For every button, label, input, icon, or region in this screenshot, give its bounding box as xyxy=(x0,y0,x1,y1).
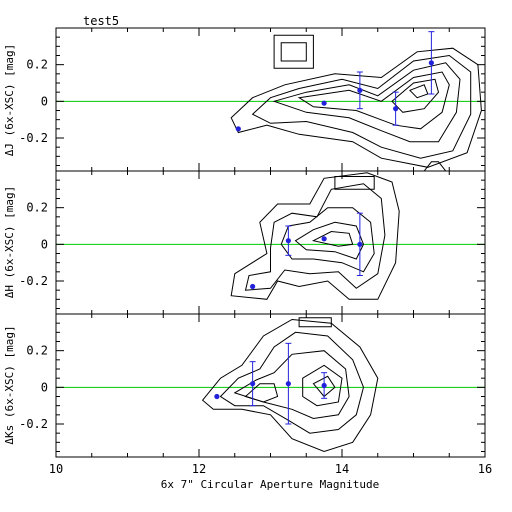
contour-line-5 xyxy=(311,230,354,247)
data-point-1 xyxy=(235,126,241,132)
contour-line-5 xyxy=(391,78,440,113)
y-axis-title-delta-ks: ΔKs (6x-XSC) [mag] xyxy=(3,325,16,444)
contour-line-2 xyxy=(244,183,386,291)
contour-line-6 xyxy=(334,176,375,190)
y-tick-label: 0.2 xyxy=(26,201,48,215)
contour-line-6 xyxy=(409,84,429,99)
data-point-2 xyxy=(321,100,327,106)
panel-delta-ks: 0.2 0 -0.2 xyxy=(19,313,486,458)
data-point-3 xyxy=(357,87,363,93)
y-tick-label: -0.2 xyxy=(19,274,48,288)
y-tick-label: 0.2 xyxy=(26,58,48,72)
contour-line-5 xyxy=(302,364,343,407)
contour-line-4 xyxy=(294,221,365,260)
data-point-4 xyxy=(321,382,327,389)
y-tick-label: 0 xyxy=(41,94,48,108)
panel-delta-h: 0.2 0 -0.2 xyxy=(19,170,486,315)
x-tick-labels: 10 12 14 16 xyxy=(49,462,492,476)
contour-line-1 xyxy=(201,318,379,453)
y-tick-label: 0.2 xyxy=(26,344,48,358)
panel-delta-j: 0.2 0 -0.2 xyxy=(19,27,486,172)
contour-line-2 xyxy=(219,331,365,434)
x-tick-label: 14 xyxy=(335,462,349,476)
contour-line-7 xyxy=(273,34,314,69)
contour-line-6 xyxy=(312,375,336,398)
data-point-2 xyxy=(285,238,291,244)
y-axis-title-delta-h: ΔH (6x-XSC) [mag] xyxy=(3,186,16,299)
data-point-5 xyxy=(428,60,434,66)
contour-line-4 xyxy=(244,383,279,403)
contour-line-1 xyxy=(230,172,400,300)
x-axis-title: 6x 7" Circular Aperture Magnitude xyxy=(161,478,380,491)
contour-line-2 xyxy=(251,54,472,159)
contour-line-3 xyxy=(233,350,350,420)
contour-line-8 xyxy=(280,42,307,62)
data-point-1 xyxy=(250,283,256,290)
contour-line-4 xyxy=(297,71,450,130)
contour-line-3 xyxy=(280,207,375,273)
y-axis-title-delta-j: ΔJ (6x-XSC) [mag] xyxy=(3,44,16,157)
data-point-4 xyxy=(393,106,399,112)
y-tick-label: -0.2 xyxy=(19,131,48,145)
x-tick-label: 10 xyxy=(49,462,63,476)
data-point-3 xyxy=(285,381,291,387)
data-point-3 xyxy=(321,236,327,242)
data-point-1 xyxy=(214,393,220,400)
contour-line-3 xyxy=(272,62,461,143)
plot-title: test5 xyxy=(83,14,119,28)
x-tick-label: 16 xyxy=(478,462,492,476)
data-point-4 xyxy=(357,241,363,247)
y-tick-label: 0 xyxy=(41,380,48,394)
data-point-2 xyxy=(250,381,256,387)
x-tick-label: 12 xyxy=(192,462,206,476)
y-tick-label: -0.2 xyxy=(19,417,48,431)
y-tick-label: 0 xyxy=(41,237,48,251)
contour-line-7 xyxy=(298,317,332,328)
